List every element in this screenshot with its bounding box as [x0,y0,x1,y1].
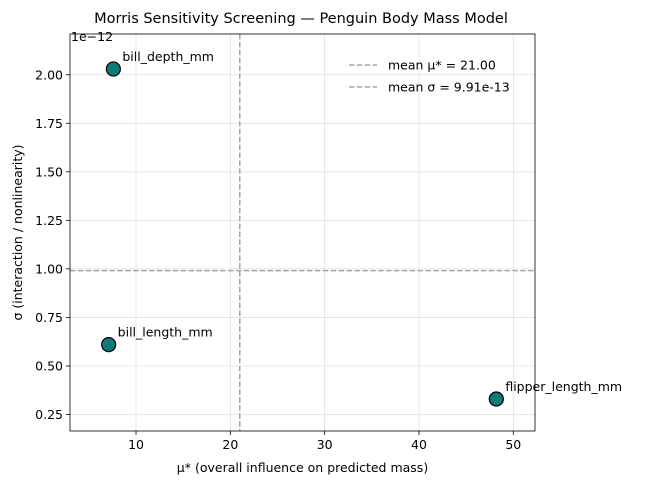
plot-frame [69,33,536,432]
chart-title: Morris Sensitivity Screening — Penguin B… [94,11,508,27]
x-tick-label: 20 [222,437,238,452]
legend-entry-label: mean μ* = 21.00 [388,58,496,73]
data-points: bill_depth_mm bill_length_mm flipper_lengt… [101,49,622,407]
data-point [101,337,117,353]
x-tick-label: 40 [411,437,427,452]
x-tick-label: 50 [505,437,521,452]
x-tick-label: 10 [128,437,144,452]
legend: mean μ* = 21.00 mean σ = 9.91e-13 [349,58,510,95]
y-tick-label: 0.50 [35,358,63,373]
y-tick-label: 0.25 [35,407,63,422]
data-point [488,391,504,407]
x-tick-label: 30 [317,437,333,452]
y-tick-label: 2.00 [35,67,63,82]
y-tick-label: 1.00 [35,261,63,276]
x-axis-label: μ* (overall influence on predicted mass) [177,460,428,475]
y-axis-label: σ (interaction / nonlinearity) [10,144,25,320]
axis-ticks: 10 20 30 40 50 0.25 0.50 0.75 1.00 1.25 1.50 1.75 2.… [35,67,521,452]
point-label: flipper_length_mm [505,379,622,394]
mean-lines [70,34,535,431]
grid [70,34,535,431]
y-tick-label: 1.75 [35,116,63,131]
point-label: bill_length_mm [118,325,213,340]
point-label: bill_depth_mm [122,49,214,64]
y-tick-label: 0.75 [35,310,63,325]
legend-entry-label: mean σ = 9.91e-13 [388,80,510,95]
data-point [105,61,121,77]
y-tick-label: 1.50 [35,164,63,179]
y-tick-label: 1.25 [35,213,63,228]
y-offset-label: 1e−12 [71,29,113,44]
